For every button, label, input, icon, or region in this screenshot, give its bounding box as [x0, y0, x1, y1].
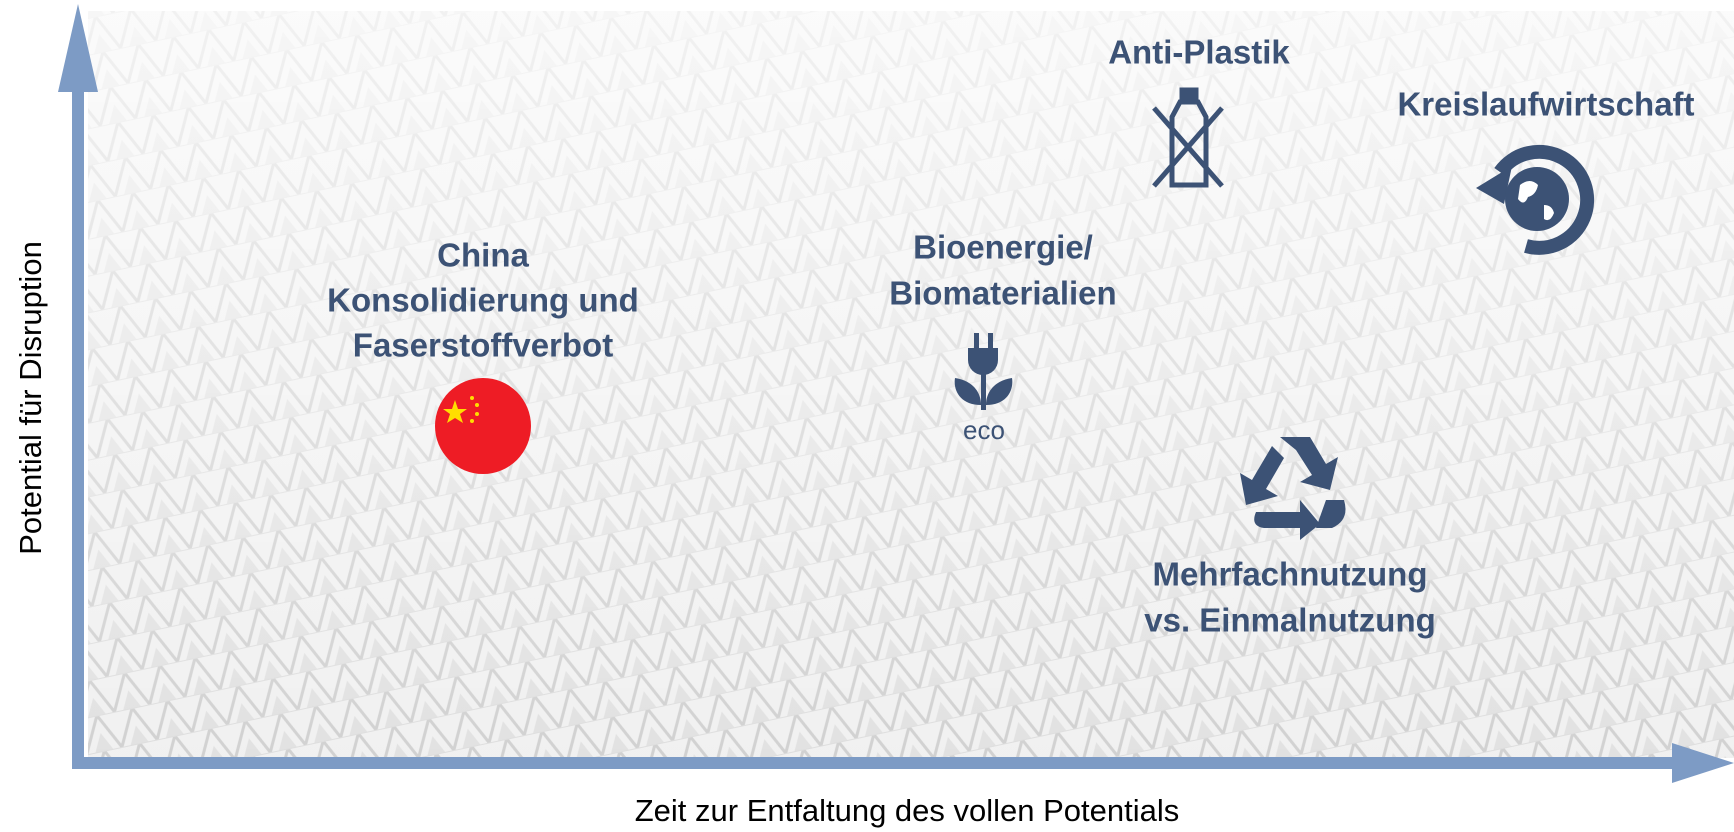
y-axis-arrow — [58, 4, 98, 92]
node-label: Konsolidierung und — [327, 282, 639, 319]
y-axis-label: Potential für Disruption — [13, 241, 48, 555]
node-label: Biomaterialien — [889, 275, 1116, 312]
x-axis-label: Zeit zur Entfaltung des vollen Potential… — [635, 793, 1180, 828]
svg-text:eco: eco — [963, 415, 1005, 445]
eco-plug-icon: eco — [954, 333, 1013, 445]
node-label: China — [437, 237, 529, 274]
china-flag-icon — [435, 378, 531, 474]
node-label: Faserstoffverbot — [353, 327, 613, 364]
no-bottle-icon — [1152, 87, 1224, 188]
background-texture — [88, 11, 1734, 758]
node-label: vs. Einmalnutzung — [1144, 602, 1436, 639]
node-label: Mehrfachnutzung — [1153, 556, 1428, 593]
axes — [58, 4, 1734, 783]
node-label: Anti-Plastik — [1108, 34, 1290, 71]
y-axis — [72, 60, 84, 768]
x-axis — [72, 757, 1682, 769]
recycle-icon — [1240, 437, 1346, 540]
node-label: Bioenergie/ — [913, 229, 1093, 266]
circular-globe-icon — [1476, 144, 1595, 255]
x-axis-arrow — [1672, 743, 1734, 783]
node-label: Kreislaufwirtschaft — [1397, 86, 1694, 123]
